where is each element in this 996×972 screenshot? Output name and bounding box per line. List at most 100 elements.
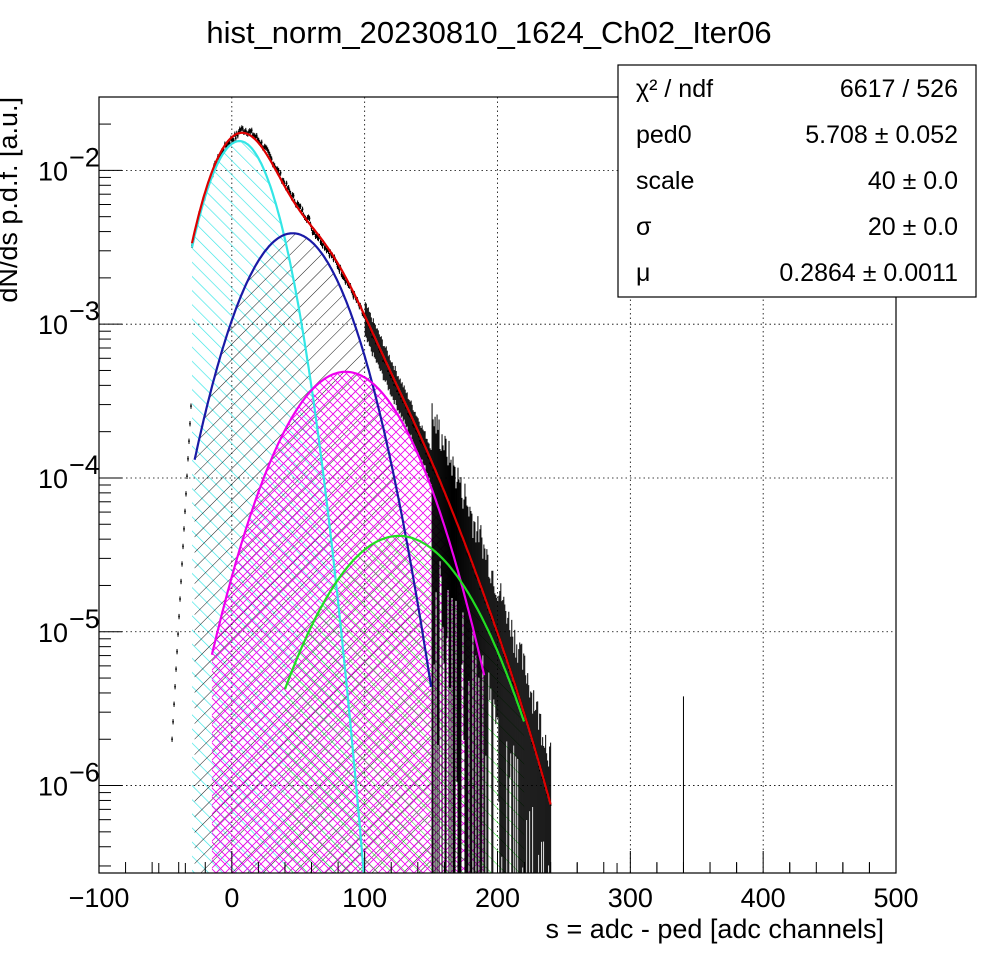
data-point bbox=[231, 139, 233, 141]
data-point bbox=[243, 130, 246, 133]
data-point bbox=[468, 556, 470, 559]
data-point bbox=[415, 429, 417, 432]
data-point bbox=[266, 149, 269, 151]
data-point bbox=[440, 486, 442, 489]
data-point bbox=[289, 192, 292, 195]
data-point bbox=[467, 554, 469, 557]
data-point bbox=[444, 496, 446, 499]
data-point bbox=[277, 169, 280, 172]
data-point bbox=[264, 146, 267, 149]
data-point bbox=[371, 336, 374, 338]
data-point bbox=[287, 186, 290, 189]
x-tick-label: 200 bbox=[475, 883, 520, 913]
data-point bbox=[228, 142, 230, 145]
data-point bbox=[343, 277, 346, 280]
data-point bbox=[172, 720, 174, 723]
data-point bbox=[270, 158, 273, 160]
data-point bbox=[390, 376, 393, 379]
data-point bbox=[541, 779, 544, 781]
data-point bbox=[495, 631, 497, 634]
data-point bbox=[238, 131, 240, 133]
data-point bbox=[256, 138, 259, 141]
x-axis: −100 0 100 200 300 400 500 bbox=[69, 851, 919, 913]
data-point bbox=[232, 138, 234, 141]
data-point bbox=[269, 156, 272, 158]
data-point bbox=[461, 538, 463, 540]
fit-component-curve bbox=[193, 232, 433, 688]
data-point bbox=[397, 390, 400, 392]
data-point bbox=[296, 202, 299, 204]
data-point bbox=[292, 194, 295, 197]
data-point bbox=[316, 236, 319, 239]
data-point bbox=[338, 270, 341, 272]
x-tick-label: 500 bbox=[873, 883, 918, 913]
y-axis-label: dN/ds p.d.f. [a.u.] bbox=[0, 97, 23, 303]
data-point bbox=[340, 273, 343, 276]
data-point bbox=[251, 134, 254, 137]
data-point bbox=[336, 265, 339, 268]
data-point bbox=[239, 128, 241, 130]
stats-label: χ² / ndf bbox=[636, 75, 713, 103]
data-point bbox=[489, 613, 491, 616]
data-point bbox=[398, 393, 401, 396]
y-axis: 10−210−310−410−510−6 bbox=[38, 96, 122, 867]
data-point bbox=[325, 249, 328, 252]
data-point bbox=[519, 706, 522, 709]
data-point bbox=[407, 412, 409, 415]
data-point bbox=[319, 241, 322, 244]
data-point bbox=[543, 787, 546, 789]
data-point bbox=[341, 275, 344, 278]
data-point bbox=[337, 266, 340, 269]
data-point bbox=[320, 242, 323, 245]
data-point bbox=[315, 234, 318, 237]
data-point bbox=[538, 769, 541, 772]
data-point bbox=[273, 165, 276, 167]
data-point bbox=[312, 231, 315, 234]
data-point bbox=[268, 153, 271, 156]
data-point bbox=[260, 141, 263, 144]
data-point bbox=[255, 134, 258, 137]
data-point bbox=[283, 182, 286, 185]
data-point bbox=[530, 742, 533, 744]
data-point bbox=[237, 134, 239, 137]
y-tick-label: 10 bbox=[38, 618, 68, 648]
data-point bbox=[226, 145, 228, 148]
data-point bbox=[186, 475, 188, 478]
data-point bbox=[466, 553, 468, 555]
stats-value: 0.2864 ± 0.0011 bbox=[779, 259, 958, 287]
data-point bbox=[182, 545, 184, 548]
data-point bbox=[504, 656, 506, 659]
fit-component-fills bbox=[192, 141, 525, 873]
data-point bbox=[288, 190, 291, 192]
data-point bbox=[402, 401, 404, 404]
data-point bbox=[314, 235, 317, 238]
data-point bbox=[429, 462, 431, 465]
data-point bbox=[187, 457, 189, 460]
data-point bbox=[456, 526, 458, 529]
data-point bbox=[342, 276, 345, 279]
data-point bbox=[375, 342, 378, 345]
data-point bbox=[263, 145, 266, 148]
stats-value: 5.708 ± 0.052 bbox=[805, 121, 958, 149]
stats-value: 6617 / 526 bbox=[840, 75, 958, 103]
data-point bbox=[476, 577, 478, 580]
data-point bbox=[324, 246, 327, 248]
data-point bbox=[174, 685, 176, 688]
data-point bbox=[537, 765, 540, 768]
stats-value: 40 ± 0.0 bbox=[868, 167, 958, 195]
data-point bbox=[412, 424, 414, 426]
data-point bbox=[408, 413, 410, 416]
data-point bbox=[511, 681, 514, 684]
data-point bbox=[317, 237, 320, 240]
data-point bbox=[400, 397, 402, 400]
data-point bbox=[434, 472, 436, 475]
data-point bbox=[183, 528, 185, 530]
data-point bbox=[240, 127, 243, 129]
data-point bbox=[179, 598, 181, 600]
stats-box: χ² / ndf 6617 / 526 ped0 5.708 ± 0.052 scale… bbox=[617, 64, 977, 298]
data-point bbox=[254, 136, 257, 138]
data-point bbox=[487, 609, 489, 611]
data-point bbox=[418, 435, 420, 438]
data-point bbox=[474, 574, 476, 577]
data-point bbox=[219, 155, 221, 158]
